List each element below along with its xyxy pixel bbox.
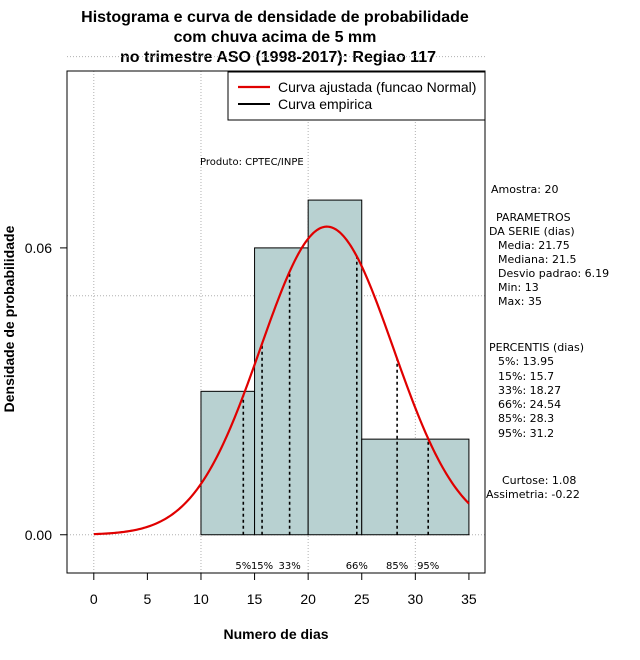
histogram-bar	[200, 390, 256, 536]
legend-label-normal: Curva ajustada (funcao Normal)	[278, 79, 476, 95]
histogram-bar	[254, 247, 309, 536]
y-axis: 0.00 0.06	[25, 240, 68, 543]
x-tick-label: 5	[143, 591, 151, 607]
chart-title: Histograma e curva de densidade de proba…	[81, 9, 469, 66]
assimetria-text: Assimetria: -0.22	[486, 488, 580, 501]
y-tick-label: 0.00	[25, 527, 52, 543]
producer-note: Produto: CPTEC/INPE	[200, 157, 304, 168]
histogram-bar	[307, 199, 363, 536]
title-line-1: Histograma e curva de densidade de proba…	[81, 9, 469, 26]
param-desvio: Desvio padrao: 6.19	[498, 267, 609, 280]
title-line-3: no trimestre ASO (1998-2017): Regiao 117	[120, 49, 436, 66]
percentile-label: 5%	[235, 561, 251, 572]
normal-curve	[93, 225, 470, 536]
y-tick-label: 0.06	[25, 240, 52, 256]
param-mediana: Mediana: 21.5	[498, 253, 576, 266]
percentile-label: 15%	[251, 561, 273, 572]
x-tick-label: 35	[461, 591, 477, 607]
x-tick-label: 0	[90, 591, 98, 607]
amostra-text: Amostra: 20	[491, 183, 558, 196]
x-axis: 0 5 10 15 20 25 30 35	[90, 572, 477, 607]
param-media: Media: 21.75	[498, 239, 570, 252]
side-panel: Amostra: 20 PARAMETROS DA SERIE (dias) M…	[486, 183, 609, 501]
x-axis-label: Numero de dias	[223, 626, 328, 642]
x-tick-label: 30	[408, 591, 424, 607]
percentile-label: 85%	[386, 561, 408, 572]
legend-label-empirical: Curva empirica	[278, 96, 372, 112]
param-min: Min: 13	[498, 281, 539, 294]
percentil-33: 33%: 18.27	[498, 384, 561, 397]
curtose-text: Curtose: 1.08	[502, 474, 576, 487]
x-tick-label: 15	[247, 591, 263, 607]
x-tick-label: 10	[193, 591, 209, 607]
percentile-label: 66%	[346, 561, 368, 572]
histogram-bar	[361, 438, 470, 536]
y-axis-label: Densidade de probabilidade	[1, 225, 17, 412]
param-max: Max: 35	[498, 295, 542, 308]
x-tick-label: 20	[300, 591, 316, 607]
params-subtitle: DA SERIE (dias)	[489, 225, 575, 238]
percentil-15: 15%: 15.7	[498, 370, 554, 383]
percentis-title: PERCENTIS (dias)	[489, 341, 584, 354]
params-title: PARAMETROS	[496, 211, 571, 224]
title-line-2: com chuva acima de 5 mm	[174, 29, 377, 46]
histogram-bars	[200, 199, 470, 536]
percentil-95: 95%: 31.2	[498, 427, 554, 440]
percentile-label: 95%	[417, 561, 439, 572]
percentil-5: 5%: 13.95	[498, 355, 554, 368]
percentil-66: 66%: 24.54	[498, 398, 561, 411]
x-tick-label: 25	[354, 591, 370, 607]
percentile-lines: 5% 15% 33% 66% 85% 95%	[235, 256, 439, 572]
legend: Curva ajustada (funcao Normal) Curva emp…	[227, 71, 486, 121]
legend-box	[227, 71, 486, 121]
percentile-label: 33%	[278, 561, 300, 572]
percentil-85: 85%: 28.3	[498, 412, 554, 425]
